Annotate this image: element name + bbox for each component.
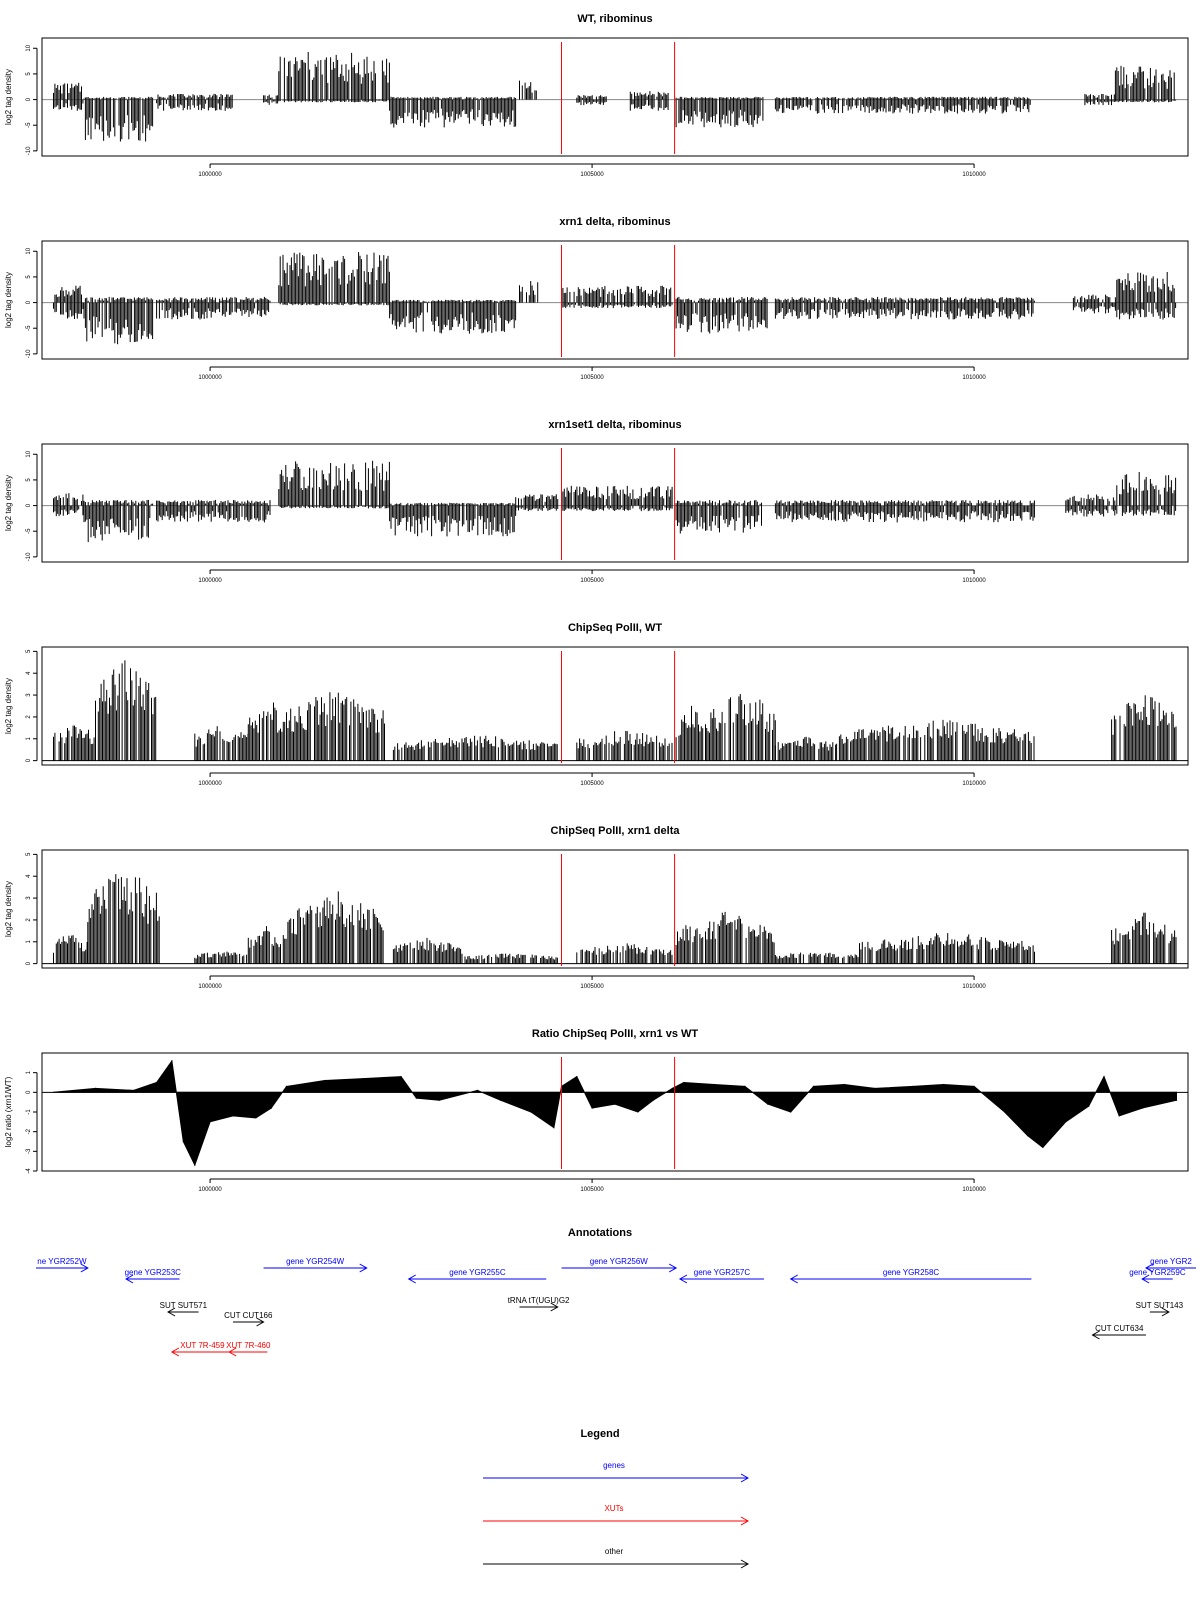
y-tick-label: 1	[26, 736, 32, 740]
y-tick-label: 5	[26, 275, 32, 279]
y-axis-label: log2 tag density	[4, 881, 13, 937]
bar-series	[53, 252, 1177, 345]
x-tick-label: 1010000	[962, 578, 986, 584]
y-tick-label: 0	[26, 97, 32, 101]
y-tick-label: -10	[26, 349, 32, 358]
panel-title: WT, ribominus	[577, 13, 652, 25]
bar-series	[53, 460, 1177, 543]
y-tick-label: 2	[26, 715, 32, 719]
y-tick-label: -5	[26, 325, 32, 331]
y-tick-label: 5	[26, 478, 32, 482]
y-axis-label: log2 tag density	[4, 69, 13, 125]
panel-title: ChipSeq PolII, xrn1 delta	[551, 825, 681, 837]
y-tick-label: 1	[26, 939, 32, 943]
y-axis-label: log2 tag density	[4, 678, 13, 734]
x-tick-label: 1005000	[580, 984, 604, 990]
y-tick-label: 10	[26, 44, 32, 51]
x-tick-label: 1010000	[962, 172, 986, 178]
x-tick-label: 1010000	[962, 781, 986, 787]
y-tick-label: 2	[26, 918, 32, 922]
x-tick-label: 1000000	[198, 172, 222, 178]
panel-title: xrn1 delta, ribominus	[559, 216, 670, 228]
x-tick-label: 1000000	[198, 781, 222, 787]
panel-4: ChipSeq PolII, WT log2 tag density 0 1 2 3 4 5 1…	[4, 622, 1189, 787]
y-tick-label: 0	[26, 503, 32, 507]
x-tick-label: 1000000	[198, 375, 222, 381]
x-tick-label: 1010000	[962, 984, 986, 990]
plot-frame	[41, 240, 1189, 360]
y-tick-label: 5	[26, 852, 32, 856]
bar-series	[53, 660, 1177, 761]
panel-3: xrn1set1 delta, ribominus log2 tag densit…	[4, 419, 1189, 584]
y-axis-label: log2 tag density	[4, 475, 13, 531]
plot-frame	[41, 37, 1189, 157]
x-tick-label: 1000000	[198, 984, 222, 990]
x-tick-label: 1005000	[580, 578, 604, 584]
panel-title: xrn1set1 delta, ribominus	[548, 419, 681, 431]
y-tick-label: 3	[26, 896, 32, 900]
y-tick-label: 0	[26, 758, 32, 762]
y-tick-label: 0	[26, 961, 32, 965]
y-tick-label: 5	[26, 649, 32, 653]
x-tick-label: 1010000	[962, 375, 986, 381]
y-tick-label: -10	[26, 552, 32, 561]
y-tick-label: 4	[26, 671, 32, 675]
bar-series	[53, 874, 1177, 964]
y-tick-label: 0	[26, 300, 32, 304]
x-tick-label: 1005000	[580, 375, 604, 381]
panel-title: ChipSeq PolII, WT	[568, 622, 662, 634]
x-tick-label: 1000000	[198, 578, 222, 584]
plot-frame	[41, 443, 1189, 563]
panel-5: ChipSeq PolII, xrn1 delta log2 tag densit…	[4, 825, 1189, 990]
y-tick-label: -5	[26, 528, 32, 534]
y-tick-label: 10	[26, 247, 32, 254]
panel-2: xrn1 delta, ribominus log2 tag density -10…	[4, 216, 1189, 381]
y-tick-label: 3	[26, 693, 32, 697]
bar-series	[53, 52, 1177, 142]
x-tick-label: 1005000	[580, 172, 604, 178]
y-tick-label: 4	[26, 874, 32, 878]
plot-frame	[41, 646, 1189, 766]
y-tick-label: -10	[26, 146, 32, 155]
x-tick-label: 1005000	[580, 781, 604, 787]
y-tick-label: -5	[26, 122, 32, 128]
y-axis-label: log2 tag density	[4, 272, 13, 328]
y-tick-label: 5	[26, 72, 32, 76]
y-tick-label: 10	[26, 450, 32, 457]
